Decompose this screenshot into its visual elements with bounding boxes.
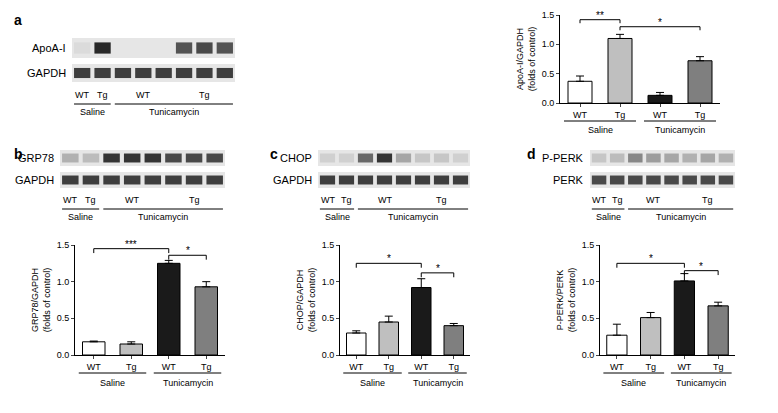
svg-text:WT: WT [75, 90, 89, 100]
svg-text:1.5: 1.5 [57, 240, 70, 250]
svg-text:WT: WT [136, 90, 150, 100]
svg-text:0.5: 0.5 [542, 69, 555, 79]
svg-text:P-PERK/PERK(folds of control): P-PERK/PERK(folds of control) [555, 268, 577, 333]
svg-text:WT: WT [610, 362, 624, 372]
svg-text:Tg: Tg [341, 195, 352, 205]
svg-text:Tg: Tg [702, 195, 713, 205]
svg-text:Tg: Tg [695, 110, 706, 120]
svg-text:Tg: Tg [126, 362, 137, 372]
svg-text:Tunicamycin: Tunicamycin [149, 107, 199, 117]
svg-text:Tg: Tg [615, 110, 626, 120]
svg-text:Saline: Saline [588, 125, 613, 135]
svg-text:Tunicamycin: Tunicamycin [413, 378, 463, 388]
svg-text:Tg: Tg [612, 195, 623, 205]
svg-text:Tg: Tg [645, 362, 656, 372]
svg-text:1.5: 1.5 [542, 10, 555, 20]
svg-text:*: * [658, 17, 662, 28]
svg-text:WT: WT [677, 362, 691, 372]
svg-text:Tg: Tg [97, 90, 108, 100]
svg-text:*: * [387, 253, 391, 264]
svg-text:b: b [14, 146, 23, 162]
svg-text:**: ** [596, 10, 604, 21]
svg-text:PERK: PERK [553, 174, 584, 186]
svg-text:GRP78/GAPDH(folds of control): GRP78/GAPDH(folds of control) [30, 268, 52, 333]
svg-text:WT: WT [573, 110, 587, 120]
svg-text:Tunicamycin: Tunicamycin [388, 212, 438, 222]
svg-text:WT: WT [653, 110, 667, 120]
svg-text:Saline: Saline [360, 378, 385, 388]
svg-text:*: * [699, 261, 703, 272]
svg-text:*: * [436, 263, 440, 274]
svg-text:c: c [270, 146, 278, 162]
svg-text:0.0: 0.0 [322, 350, 335, 360]
svg-text:1.0: 1.0 [57, 277, 70, 287]
svg-text:0.0: 0.0 [57, 350, 70, 360]
svg-text:*: * [649, 253, 653, 264]
svg-text:1.0: 1.0 [542, 39, 555, 49]
svg-text:1.0: 1.0 [582, 277, 595, 287]
svg-text:WT: WT [646, 195, 660, 205]
svg-text:Tg: Tg [383, 362, 394, 372]
svg-text:GAPDH: GAPDH [15, 174, 54, 186]
svg-text:WT: WT [349, 362, 363, 372]
svg-text:Tunicamycin: Tunicamycin [655, 125, 705, 135]
svg-text:WT: WT [414, 362, 428, 372]
svg-text:Tg: Tg [713, 362, 724, 372]
svg-text:ApoA-I/GAPDH(folds of control): ApoA-I/GAPDH(folds of control) [515, 27, 537, 92]
svg-text:Tg: Tg [189, 195, 200, 205]
svg-text:0.0: 0.0 [542, 98, 555, 108]
svg-text:Saline: Saline [68, 212, 93, 222]
svg-text:0.5: 0.5 [322, 313, 335, 323]
svg-text:a: a [14, 12, 22, 28]
svg-text:Tunicamycin: Tunicamycin [138, 212, 188, 222]
svg-text:WT: WT [162, 362, 176, 372]
svg-text:Tg: Tg [436, 195, 447, 205]
svg-text:0.5: 0.5 [582, 313, 595, 323]
svg-text:Tunicamycin: Tunicamycin [163, 378, 213, 388]
svg-text:Tg: Tg [448, 362, 459, 372]
svg-text:1.5: 1.5 [582, 240, 595, 250]
svg-text:Tunicamycin: Tunicamycin [676, 378, 726, 388]
svg-text:Saline: Saline [80, 107, 105, 117]
svg-text:WT: WT [87, 362, 101, 372]
svg-text:P-PERK: P-PERK [542, 152, 584, 164]
svg-text:CHOP/GAPDH(folds of control): CHOP/GAPDH(folds of control) [295, 268, 317, 333]
svg-text:GAPDH: GAPDH [27, 67, 66, 79]
svg-text:Tg: Tg [201, 362, 212, 372]
svg-text:Saline: Saline [596, 212, 621, 222]
svg-text:d: d [527, 146, 536, 162]
svg-text:CHOP: CHOP [280, 152, 312, 164]
svg-text:Saline: Saline [325, 212, 350, 222]
svg-text:Saline: Saline [100, 378, 125, 388]
svg-text:*: * [186, 245, 190, 256]
svg-text:WT: WT [63, 195, 77, 205]
svg-text:GAPDH: GAPDH [273, 174, 312, 186]
svg-text:WT: WT [592, 195, 606, 205]
svg-text:ApoA-I: ApoA-I [32, 42, 66, 54]
svg-text:1.5: 1.5 [322, 240, 335, 250]
svg-text:WT: WT [378, 195, 392, 205]
svg-text:***: *** [125, 239, 137, 250]
svg-text:0.0: 0.0 [582, 350, 595, 360]
svg-text:Tg: Tg [199, 90, 210, 100]
svg-text:Tunicamycin: Tunicamycin [656, 212, 706, 222]
svg-text:0.5: 0.5 [57, 313, 70, 323]
svg-text:Tg: Tg [85, 195, 96, 205]
svg-text:1.0: 1.0 [322, 277, 335, 287]
svg-text:WT: WT [321, 195, 335, 205]
svg-text:Saline: Saline [621, 378, 646, 388]
svg-text:GRP78: GRP78 [18, 152, 54, 164]
svg-text:WT: WT [125, 195, 139, 205]
